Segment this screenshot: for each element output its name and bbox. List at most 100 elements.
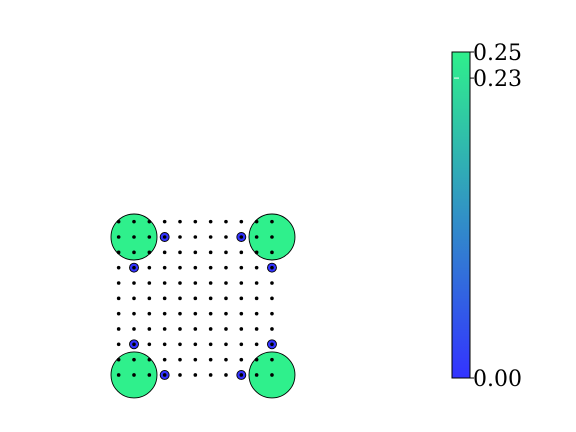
grid-point (224, 219, 228, 224)
grid-point (193, 281, 198, 285)
grid-point (178, 357, 182, 362)
grid-point (178, 311, 182, 316)
grid-point (132, 296, 136, 301)
colorbar-tick-label: 0.23 (473, 67, 522, 92)
grid-point (116, 235, 121, 239)
grid-point (162, 373, 167, 377)
grid-point (254, 281, 259, 285)
grid-point (116, 281, 121, 285)
grid-point (116, 311, 121, 316)
grid-point (116, 342, 121, 347)
grid-point (224, 327, 228, 331)
grid-point (162, 357, 167, 362)
grid-point (254, 219, 259, 224)
grid-point (193, 311, 198, 316)
grid-point (147, 281, 152, 285)
grid-point (208, 281, 213, 285)
grid-point (270, 250, 274, 255)
grid-point (208, 327, 213, 331)
grid-point (147, 250, 152, 255)
grid-point (116, 250, 121, 255)
grid-point (208, 373, 213, 377)
grid-point (132, 373, 136, 377)
grid-point (270, 357, 274, 362)
grid-point (132, 342, 136, 347)
grid-point (147, 296, 152, 301)
grid-point (270, 327, 274, 331)
grid-point (208, 311, 213, 316)
grid-point (178, 250, 182, 255)
grid-point (239, 219, 244, 224)
grid-point (193, 219, 198, 224)
grid-point (224, 357, 228, 362)
grid-point (239, 342, 244, 347)
grid-point (193, 373, 198, 377)
colorbar-tick-label: 0.00 (473, 367, 522, 392)
grid-point (270, 373, 274, 377)
grid-point (116, 296, 121, 301)
grid-point (193, 296, 198, 301)
grid-point (239, 296, 244, 301)
grid-point (162, 219, 167, 224)
grid-point (208, 296, 213, 301)
grid-point (132, 265, 136, 270)
grid-point (178, 373, 182, 377)
grid-point (132, 235, 136, 239)
grid-point (208, 235, 213, 239)
grid-point (116, 373, 121, 377)
grid-point (162, 296, 167, 301)
grid-point (254, 357, 259, 362)
grid-point (239, 373, 244, 377)
grid-point (270, 311, 274, 316)
grid-point (147, 342, 152, 347)
grid-point (147, 373, 152, 377)
grid-point (270, 296, 274, 301)
grid-point (147, 311, 152, 316)
grid-point (178, 235, 182, 239)
grid-point (193, 342, 198, 347)
grid-point (224, 235, 228, 239)
grid-point (193, 327, 198, 331)
grid-point (239, 311, 244, 316)
grid-point (224, 342, 228, 347)
grid-point (193, 265, 198, 270)
grid-point (132, 250, 136, 255)
grid-point (254, 311, 259, 316)
grid-point (132, 327, 136, 331)
grid-point (178, 342, 182, 347)
grid-point (116, 219, 121, 224)
grid-point (224, 373, 228, 377)
grid-point (116, 265, 121, 270)
grid-point (254, 250, 259, 255)
grid-point (162, 327, 167, 331)
grid-point (147, 357, 152, 362)
grid-point (132, 311, 136, 316)
grid-point (147, 235, 152, 239)
grid-point (208, 342, 213, 347)
grid-point (224, 250, 228, 255)
grid-point (193, 357, 198, 362)
grid-point (208, 250, 213, 255)
grid-point (239, 281, 244, 285)
grid-point (178, 281, 182, 285)
grid-point (193, 250, 198, 255)
grid-point (132, 219, 136, 224)
grid-point (270, 265, 274, 270)
grid-point (178, 265, 182, 270)
grid-point (254, 265, 259, 270)
grid-point (147, 327, 152, 331)
grid-point (132, 357, 136, 362)
grid-point (147, 219, 152, 224)
grid-point (239, 235, 244, 239)
grid-point (178, 327, 182, 331)
grid-point (208, 265, 213, 270)
grid-point (239, 327, 244, 331)
grid-point (193, 235, 198, 239)
grid-point (178, 219, 182, 224)
grid-point (162, 311, 167, 316)
grid-point (270, 219, 274, 224)
grid-point (224, 311, 228, 316)
grid-point (147, 265, 152, 270)
grid-point (270, 342, 274, 347)
